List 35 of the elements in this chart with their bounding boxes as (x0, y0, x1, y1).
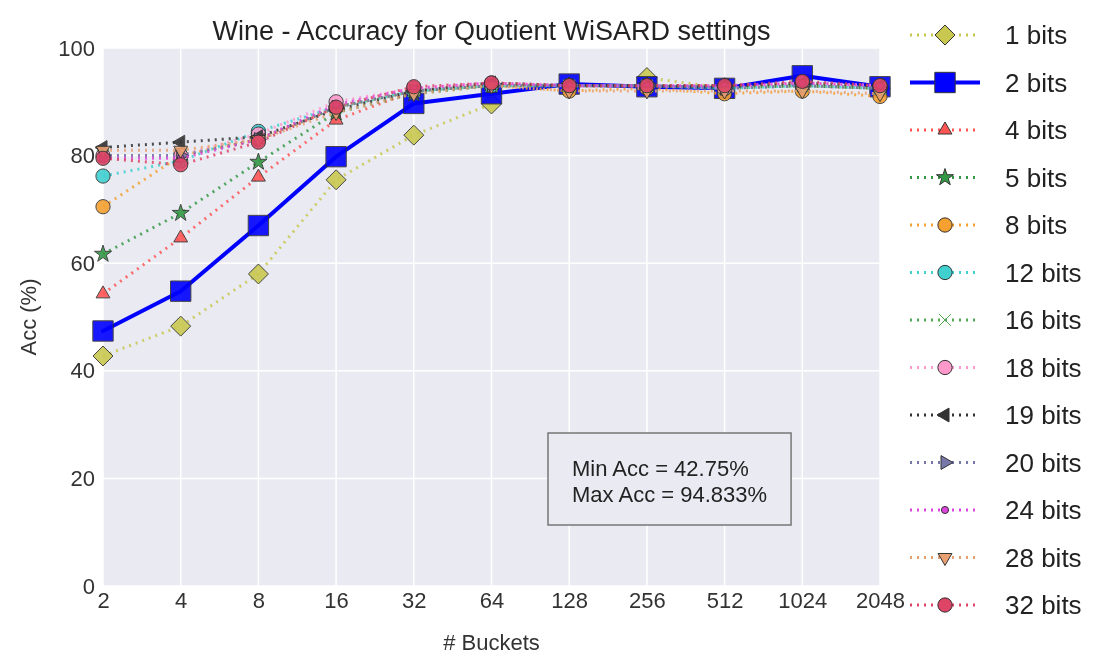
chart-title: Wine - Accuracy for Quotient WiSARD settings (212, 16, 771, 46)
annotation: Max Acc = 94.833% (572, 482, 768, 507)
x-tick-label: 16 (324, 587, 349, 613)
legend-label: 8 bits (1005, 210, 1068, 240)
x-tick-label: 128 (551, 587, 589, 613)
y-tick-label: 0 (82, 573, 95, 599)
legend-label: 4 bits (1005, 115, 1068, 145)
legend-label: 19 bits (1005, 400, 1082, 430)
x-tick-label: 8 (252, 587, 266, 613)
legend-label: 2 bits (1005, 67, 1068, 98)
y-tick-label: 100 (58, 35, 95, 61)
legend-label: 32 bits (1005, 590, 1082, 620)
legend-label: 5 bits (1005, 162, 1068, 193)
annotation: Min Acc = 42.75% (572, 456, 749, 481)
x-tick-label: 2048 (856, 587, 905, 613)
x-tick-label: 512 (706, 587, 744, 613)
legend-label: 20 bits (1005, 447, 1082, 478)
y-tick-label: 20 (70, 465, 95, 491)
legend-label: 16 bits (1005, 305, 1082, 335)
x-tick-label: 256 (629, 587, 666, 613)
legend-label: 24 bits (1005, 495, 1082, 525)
x-tick-label: 64 (479, 587, 505, 613)
legend-label: 1 bits (1005, 20, 1068, 50)
y-tick-label: 80 (70, 143, 95, 169)
y-axis-title: Acc (%) (16, 278, 41, 356)
x-tick-label: 32 (402, 587, 427, 613)
x-tick-label: 1024 (778, 587, 828, 613)
legend-label: 28 bits (1005, 542, 1082, 573)
legend-label: 18 bits (1005, 352, 1082, 383)
x-tick-label: 2 (97, 587, 110, 613)
y-tick-label: 60 (70, 250, 95, 276)
legend-label: 12 bits (1005, 257, 1082, 288)
x-tick-label: 4 (175, 587, 188, 613)
x-axis-title: # Buckets (443, 630, 540, 655)
y-tick-label: 40 (70, 358, 95, 384)
